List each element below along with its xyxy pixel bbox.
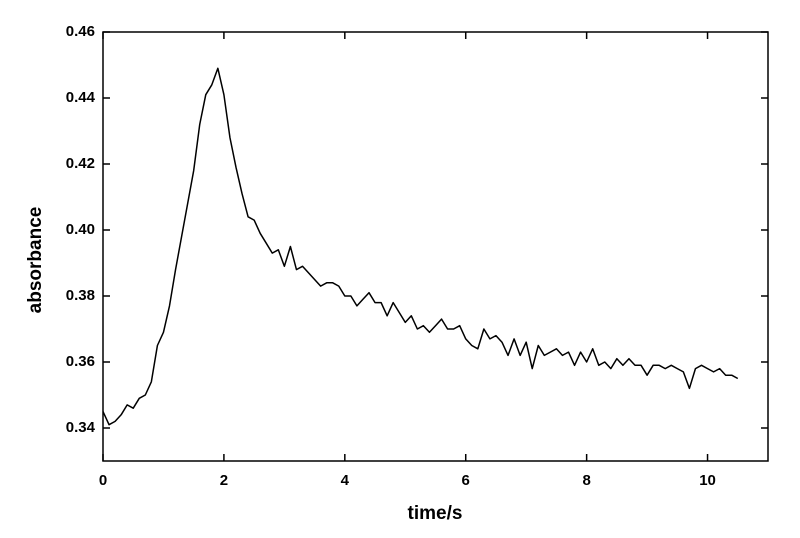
x-tick-label: 2 <box>220 472 228 489</box>
y-tick-label: 0.38 <box>66 287 95 304</box>
y-tick-label: 0.46 <box>66 23 95 40</box>
plot-frame <box>102 31 769 462</box>
y-axis-label: absorbance <box>25 207 46 314</box>
x-axis-label: time/s <box>408 503 463 524</box>
y-tick-label: 0.44 <box>66 89 96 106</box>
y-tick-label: 0.34 <box>66 419 96 436</box>
y-tick-label: 0.36 <box>66 353 95 370</box>
x-tick-label: 10 <box>699 472 716 489</box>
y-tick-label: 0.40 <box>66 221 95 238</box>
x-tick-label: 0 <box>99 472 107 489</box>
x-tick-label: 6 <box>462 472 470 489</box>
x-tick-label: 4 <box>341 472 350 489</box>
y-tick-label: 0.42 <box>66 155 95 172</box>
x-tick-label: 8 <box>582 472 590 489</box>
data-line <box>102 67 739 426</box>
